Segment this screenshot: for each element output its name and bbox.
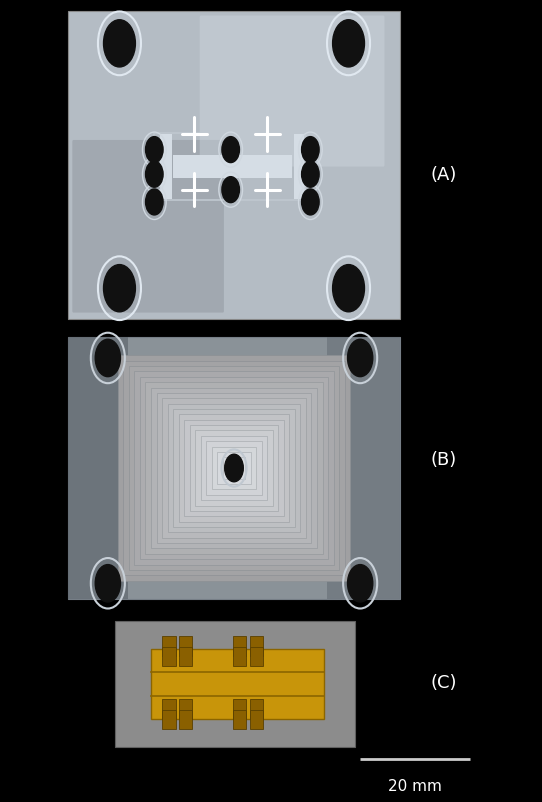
Bar	[233, 710, 247, 729]
Circle shape	[225, 455, 243, 482]
Bar	[250, 646, 263, 666]
Bar	[327, 338, 400, 599]
Bar	[151, 649, 324, 719]
Bar	[68, 338, 128, 599]
Bar	[145, 383, 322, 554]
Circle shape	[333, 265, 364, 313]
Text: (A): (A)	[430, 166, 456, 184]
Bar	[129, 367, 339, 570]
Bar	[160, 135, 172, 200]
Bar	[250, 637, 263, 656]
Circle shape	[301, 162, 319, 188]
FancyBboxPatch shape	[72, 141, 224, 314]
Bar	[294, 135, 306, 200]
Bar	[124, 361, 345, 576]
Bar	[212, 447, 256, 490]
Bar	[179, 646, 192, 666]
Circle shape	[104, 21, 136, 68]
Circle shape	[347, 565, 373, 602]
Text: 20 mm: 20 mm	[388, 778, 442, 793]
Circle shape	[301, 190, 319, 216]
Bar	[184, 420, 284, 516]
Circle shape	[347, 340, 373, 377]
Bar	[229, 463, 240, 474]
Bar	[163, 646, 176, 666]
Bar	[167, 404, 300, 533]
Bar	[233, 637, 247, 656]
Bar	[217, 452, 250, 484]
Bar	[179, 710, 192, 729]
Circle shape	[146, 190, 163, 216]
Circle shape	[146, 162, 163, 188]
Text: (C): (C)	[430, 673, 456, 691]
Circle shape	[222, 137, 240, 164]
FancyBboxPatch shape	[199, 17, 384, 168]
Circle shape	[222, 177, 240, 204]
Bar	[250, 699, 263, 719]
Bar	[115, 622, 355, 747]
Bar	[163, 637, 176, 656]
Bar	[179, 699, 192, 719]
Text: (B): (B)	[430, 451, 456, 468]
Bar	[162, 399, 306, 538]
Bar	[250, 710, 263, 729]
Bar	[68, 338, 400, 599]
Bar	[233, 699, 247, 719]
Bar	[190, 426, 278, 512]
Bar	[173, 410, 295, 528]
Bar	[118, 356, 350, 581]
Bar	[195, 431, 273, 506]
Bar	[151, 388, 317, 549]
Bar	[207, 442, 262, 495]
Bar	[157, 394, 312, 544]
Bar	[179, 637, 192, 656]
Circle shape	[301, 137, 319, 164]
Bar	[172, 156, 292, 179]
Bar	[201, 436, 267, 500]
Bar	[223, 458, 245, 479]
Bar	[233, 646, 247, 666]
Bar	[68, 12, 400, 320]
Bar	[154, 133, 305, 201]
Bar	[179, 415, 289, 522]
Bar	[163, 710, 176, 729]
Circle shape	[333, 21, 364, 68]
Circle shape	[146, 137, 163, 164]
Bar	[140, 377, 328, 560]
Circle shape	[95, 565, 120, 602]
Circle shape	[95, 340, 120, 377]
Bar	[134, 372, 333, 565]
Bar	[163, 699, 176, 719]
Circle shape	[104, 265, 136, 313]
